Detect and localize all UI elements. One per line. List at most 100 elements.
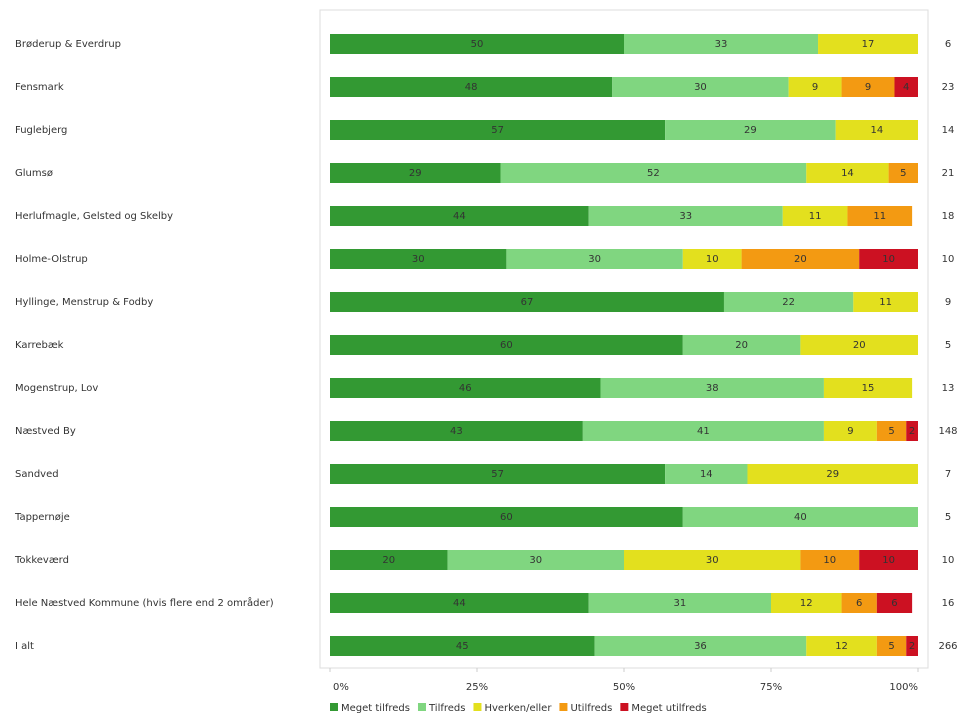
bar-segment	[782, 206, 848, 226]
bar-segment	[624, 550, 801, 570]
legend-label: Tilfreds	[428, 703, 465, 714]
data-label: 40	[794, 512, 807, 523]
data-label: 57	[491, 469, 504, 480]
bar-segment	[876, 636, 907, 656]
data-label: 9	[847, 426, 853, 437]
x-tick-label: 0%	[333, 682, 349, 693]
data-label: 6	[891, 598, 897, 609]
respondent-count: 5	[945, 512, 951, 523]
respondent-count: 10	[942, 555, 955, 566]
category-label: Brøderup & Everdrup	[15, 39, 121, 50]
data-label: 44	[453, 598, 466, 609]
bar-segment	[330, 550, 448, 570]
data-label: 5	[900, 168, 906, 179]
bar-segment	[665, 464, 748, 484]
data-label: 30	[694, 82, 707, 93]
category-label: Holme-Olstrup	[15, 254, 88, 265]
legend-swatch	[620, 703, 629, 711]
data-label: 60	[500, 340, 513, 351]
bar-segment	[682, 335, 801, 355]
data-label: 17	[862, 39, 875, 50]
bar-segment	[806, 163, 889, 183]
x-tick-label: 75%	[760, 682, 782, 693]
legend-label: Meget utilfreds	[631, 703, 706, 714]
bar-segment	[841, 77, 895, 97]
bar-segment	[330, 77, 613, 97]
bar-segment	[888, 163, 918, 183]
bar-segment	[847, 206, 913, 226]
data-label: 11	[879, 297, 892, 308]
data-label: 22	[782, 297, 795, 308]
bar-segment	[665, 120, 836, 140]
bar-segment	[747, 464, 918, 484]
data-label: 52	[647, 168, 660, 179]
data-label: 4	[903, 82, 909, 93]
respondent-count: 5	[945, 340, 951, 351]
data-label: 5	[888, 641, 894, 652]
data-label: 20	[853, 340, 866, 351]
category-label: Glumsø	[15, 168, 53, 179]
bar-segment	[859, 550, 918, 570]
respondent-count: 266	[938, 641, 957, 652]
data-label: 50	[471, 39, 484, 50]
bar-segment	[500, 163, 807, 183]
bar-segment	[594, 636, 807, 656]
respondent-count: 148	[938, 426, 957, 437]
category-label: Tappernøje	[14, 512, 70, 523]
data-label: 10	[706, 254, 719, 265]
data-label: 20	[735, 340, 748, 351]
bar-segment	[682, 507, 918, 527]
category-label: Fuglebjerg	[15, 125, 67, 136]
x-tick-label: 100%	[889, 682, 918, 693]
category-label: I alt	[15, 641, 34, 652]
data-label: 11	[873, 211, 886, 222]
category-label: Tokkeværd	[14, 555, 69, 566]
data-label: 29	[826, 469, 839, 480]
legend-swatch	[473, 703, 482, 711]
respondent-count: 6	[945, 39, 951, 50]
data-label: 57	[491, 125, 504, 136]
data-label: 11	[809, 211, 822, 222]
respondent-count: 9	[945, 297, 951, 308]
bar-segment	[330, 206, 589, 226]
bar-segment	[588, 593, 771, 613]
data-label: 44	[453, 211, 466, 222]
data-label: 33	[715, 39, 728, 50]
bar-segment	[330, 378, 601, 398]
data-label: 43	[450, 426, 463, 437]
legend-label: Hverken/eller	[484, 703, 552, 714]
respondent-count: 7	[945, 469, 951, 480]
data-label: 9	[865, 82, 871, 93]
data-label: 67	[521, 297, 534, 308]
data-label: 46	[459, 383, 472, 394]
bar-segment	[330, 335, 683, 355]
data-label: 29	[409, 168, 422, 179]
bar-segment	[823, 378, 913, 398]
x-tick-label: 50%	[613, 682, 635, 693]
data-label: 30	[588, 254, 601, 265]
bar-segment	[330, 464, 666, 484]
data-label: 14	[700, 469, 713, 480]
bar-segment	[330, 292, 724, 312]
data-label: 41	[697, 426, 710, 437]
category-label: Herlufmagle, Gelsted og Skelby	[15, 211, 173, 222]
data-label: 38	[706, 383, 719, 394]
data-label: 10	[882, 254, 895, 265]
bar-segment	[330, 34, 624, 54]
data-label: 20	[382, 555, 395, 566]
legend-label: Utilfreds	[570, 703, 612, 714]
bar-segment	[771, 593, 842, 613]
data-label: 45	[456, 641, 469, 652]
bar-segment	[330, 421, 583, 441]
data-label: 15	[862, 383, 875, 394]
bar-segment	[823, 421, 877, 441]
bar-segment	[624, 34, 819, 54]
category-label: Karrebæk	[15, 340, 64, 351]
category-label: Fensmark	[15, 82, 64, 93]
bar-segment	[330, 507, 683, 527]
data-label: 30	[706, 555, 719, 566]
data-label: 20	[794, 254, 807, 265]
respondent-count: 23	[942, 82, 955, 93]
bar-segment	[876, 421, 907, 441]
